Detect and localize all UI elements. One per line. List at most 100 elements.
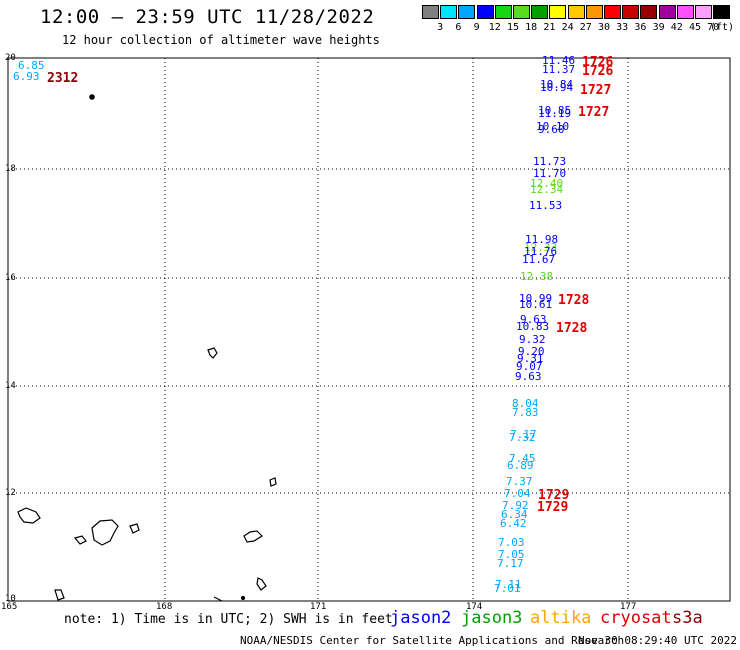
island-arno bbox=[240, 595, 246, 601]
legend-tick-label: 70 bbox=[707, 22, 720, 33]
legend-swatch bbox=[713, 5, 731, 19]
legend-tick-label: 21 bbox=[543, 22, 556, 33]
wave-height-label: 7.83 bbox=[512, 406, 539, 419]
island-enewetak bbox=[17, 507, 41, 524]
island-majuro bbox=[256, 577, 267, 591]
legend-swatch bbox=[476, 5, 494, 19]
legend-swatch bbox=[494, 5, 512, 19]
wave-height-label: 9.07 bbox=[516, 360, 543, 373]
longitude-label: 168 bbox=[156, 602, 173, 612]
wave-height-label: 11.73 bbox=[533, 155, 566, 168]
wave-height-label: 6.85 bbox=[18, 59, 45, 72]
legend-tick-label: 18 bbox=[525, 22, 538, 33]
wave-height-layer: 6.856.9311.4611.3710.8410.9410.8511.1910… bbox=[13, 54, 575, 595]
island-bikar bbox=[207, 347, 218, 359]
island-namu bbox=[54, 589, 65, 601]
legend-swatch bbox=[585, 5, 603, 19]
wave-height-label: 10.10 bbox=[536, 120, 569, 133]
legend-swatch bbox=[640, 5, 658, 19]
legend-swatch bbox=[567, 5, 585, 19]
wave-height-label: 7.45 bbox=[509, 452, 536, 465]
wave-height-label: 10.94 bbox=[540, 81, 573, 94]
wave-height-label: 7.05 bbox=[498, 548, 525, 561]
island-utirik bbox=[269, 477, 277, 487]
wave-height-label: 11.70 bbox=[533, 167, 566, 180]
wave-height-label: 12.33 bbox=[524, 241, 557, 254]
wave-height-label: 11.98 bbox=[525, 233, 558, 246]
legend-swatch bbox=[658, 5, 676, 19]
legend-swatch bbox=[531, 5, 549, 19]
wave-height-label: 10.85 bbox=[538, 104, 571, 117]
legend-tick-label: 42 bbox=[670, 22, 683, 33]
island-lae bbox=[73, 535, 87, 545]
wave-height-label: 9.63 bbox=[520, 313, 547, 326]
pass-time-label: 1726 bbox=[582, 64, 613, 79]
latitude-label: 12 bbox=[5, 488, 16, 498]
wave-height-label: 7.11 bbox=[495, 578, 522, 591]
wave-height-label: 11.37 bbox=[542, 63, 575, 76]
legend-swatch bbox=[549, 5, 567, 19]
wave-height-label: 7.17 bbox=[497, 557, 524, 570]
wave-height-label: 10.83 bbox=[516, 320, 549, 333]
legend-tick-label: 45 bbox=[688, 22, 702, 33]
satellite-legend-jason2: jason2 bbox=[390, 608, 452, 628]
wave-height-label: 11.76 bbox=[524, 245, 557, 258]
wave-height-label: 8.04 bbox=[512, 397, 539, 410]
legend-swatch bbox=[458, 5, 476, 19]
satellite-legend-altika: altika bbox=[530, 608, 592, 628]
satellite-legend-jason3: jason3 bbox=[461, 608, 523, 628]
legend-tick-label: 9 bbox=[473, 22, 480, 33]
map-frame bbox=[7, 57, 731, 602]
longitude-label: 165 bbox=[1, 602, 18, 612]
latitude-label: 20 bbox=[5, 53, 16, 63]
latitude-label: 16 bbox=[5, 273, 16, 283]
wave-height-label: 7.03 bbox=[498, 536, 525, 549]
legend-swatch bbox=[622, 5, 640, 19]
pass-time-label: 1726 bbox=[582, 55, 613, 70]
page-title: 12:00 – 23:59 UTC 11/28/2022 bbox=[40, 6, 375, 28]
wave-height-label: 6.89 bbox=[507, 459, 534, 472]
wave-height-label: 7.32 bbox=[509, 431, 536, 444]
wave-height-label: 10.84 bbox=[540, 78, 573, 91]
legend-unit: (ft) bbox=[709, 22, 735, 33]
wave-height-label: 6.34 bbox=[501, 508, 528, 521]
pass-time-label: 1729 bbox=[538, 488, 569, 503]
legend-swatch bbox=[422, 5, 439, 19]
wave-height-label: 9.32 bbox=[519, 333, 546, 346]
wave-height-label: 7.04 bbox=[504, 487, 531, 500]
wave-height-label: 6.42 bbox=[500, 517, 527, 530]
island-aur bbox=[213, 596, 223, 602]
legend-swatch bbox=[440, 5, 458, 19]
legend-tick-label: 3 bbox=[437, 22, 444, 33]
satellite-legend-s3a: s3a bbox=[672, 608, 703, 628]
legend-tick-label: 33 bbox=[616, 22, 629, 33]
wave-height-label: 9.63 bbox=[515, 370, 542, 383]
legend-tick-label: 15 bbox=[506, 22, 520, 33]
wave-height-label: 9.31 bbox=[517, 352, 544, 365]
wave-height-label: 11.19 bbox=[538, 107, 571, 120]
satellite-legend-cryosat: cryosat bbox=[600, 608, 672, 628]
wave-height-label: 11.53 bbox=[529, 199, 562, 212]
legend-tick-label: 30 bbox=[597, 22, 611, 33]
wave-height-label: 12.38 bbox=[520, 270, 553, 283]
island-maloelap bbox=[243, 530, 263, 543]
legend-swatch bbox=[513, 5, 530, 19]
wave-height-label: 7.37 bbox=[506, 475, 533, 488]
island-kwajalein bbox=[91, 519, 119, 546]
legend-tick-label: 24 bbox=[561, 22, 574, 33]
wave-height-label: 7.17 bbox=[510, 428, 537, 441]
legend-swatch bbox=[604, 5, 621, 19]
pass-time-label: 1728 bbox=[556, 321, 587, 336]
pass-time-label: 1727 bbox=[578, 105, 609, 120]
latitude-label: 10 bbox=[5, 594, 16, 604]
legend-tick-label: 6 bbox=[455, 22, 462, 33]
pass-time-label: 1727 bbox=[580, 83, 611, 98]
wave-height-label: 10.99 bbox=[519, 292, 552, 305]
longitude-label: 171 bbox=[310, 602, 327, 612]
pass-time-label: 1729 bbox=[537, 500, 568, 515]
island-likiep bbox=[129, 523, 140, 534]
wave-height-label: 7.92 bbox=[502, 499, 529, 512]
wave-height-label: 9.20 bbox=[518, 345, 545, 358]
